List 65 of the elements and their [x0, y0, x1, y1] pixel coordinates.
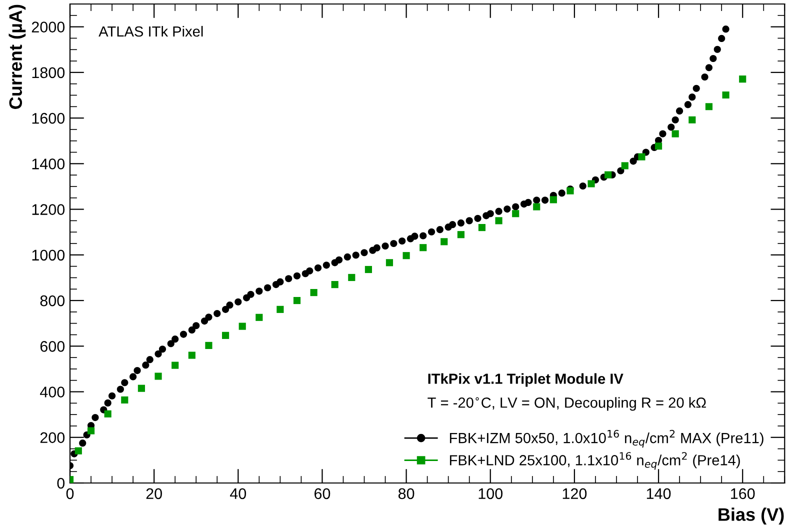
point: [478, 224, 486, 232]
x-tick-label: 60: [314, 488, 330, 500]
point: [440, 238, 448, 246]
point: [104, 410, 112, 418]
point: [331, 281, 338, 288]
point: [512, 210, 520, 218]
point: [739, 76, 746, 83]
point: [293, 296, 301, 304]
point: [672, 130, 679, 138]
x-axis-title: Bias (V): [718, 508, 784, 524]
point: [138, 384, 146, 392]
point: [256, 314, 263, 321]
point: [550, 196, 557, 204]
y-tick-label: 1400: [32, 158, 65, 170]
x-tick-label: 120: [562, 488, 587, 500]
point: [238, 322, 246, 330]
annotation: ATLAS ITk Pixel: [98, 26, 203, 37]
point: [402, 252, 410, 260]
point: [121, 396, 128, 404]
point: [205, 342, 212, 349]
point: [588, 180, 595, 188]
point: [533, 203, 540, 210]
x-tick-label: 80: [398, 488, 414, 500]
point: [705, 103, 713, 110]
y-tick-label: 1800: [32, 67, 65, 78]
y-axis-title: Current (µA): [8, 4, 26, 109]
y-tick-label: 2000: [32, 22, 65, 32]
point: [222, 332, 230, 339]
y-tick-label: 200: [40, 432, 65, 444]
annotation: T = -20$^{∘}$C, LV = ON, Decoupling R = 20 kΩ: [428, 397, 706, 411]
point: [310, 289, 318, 296]
point: [348, 274, 356, 282]
point: [604, 171, 612, 178]
y-tick-label: 0: [57, 478, 65, 489]
x-tick-label: 100: [478, 488, 503, 500]
annotation: ITkPix v1.1 Triplet Module IV: [428, 373, 624, 387]
legend-label: FBK+LND 25x100, 1.1x10$^{16}$ n$_{eq}$/cm$^{2}$ (Pre14): [450, 452, 740, 470]
x-tick-label: 40: [230, 488, 246, 500]
point: [638, 153, 646, 160]
point: [688, 116, 696, 124]
point: [722, 91, 730, 99]
point: [386, 259, 394, 266]
y-tick-label: 1200: [32, 204, 65, 215]
y-tick-label: 1600: [32, 112, 65, 124]
y-tick-label: 800: [40, 295, 65, 306]
x-tick-label: 0: [66, 488, 74, 500]
y-tick-label: 1000: [32, 250, 65, 261]
point: [621, 162, 628, 170]
point: [172, 362, 179, 369]
point: [276, 306, 284, 313]
point: [495, 217, 502, 224]
point: [74, 447, 82, 454]
point: [420, 244, 427, 252]
point: [654, 142, 662, 150]
legend-label: FBK+IZM 50x50, 1.0x10$^{16}$ n$_{eq}$/cm$^{2}$ MAX (Pre11): [450, 430, 764, 448]
x-tick-label: 20: [146, 488, 162, 500]
y-tick-label: 400: [40, 386, 65, 398]
point: [364, 266, 372, 274]
x-tick-label: 140: [646, 488, 671, 500]
point: [457, 231, 464, 238]
y-tick-label: 600: [40, 341, 65, 352]
x-tick-label: 160: [731, 488, 755, 500]
point: [87, 427, 95, 434]
point: [188, 352, 196, 359]
point: [154, 372, 162, 380]
